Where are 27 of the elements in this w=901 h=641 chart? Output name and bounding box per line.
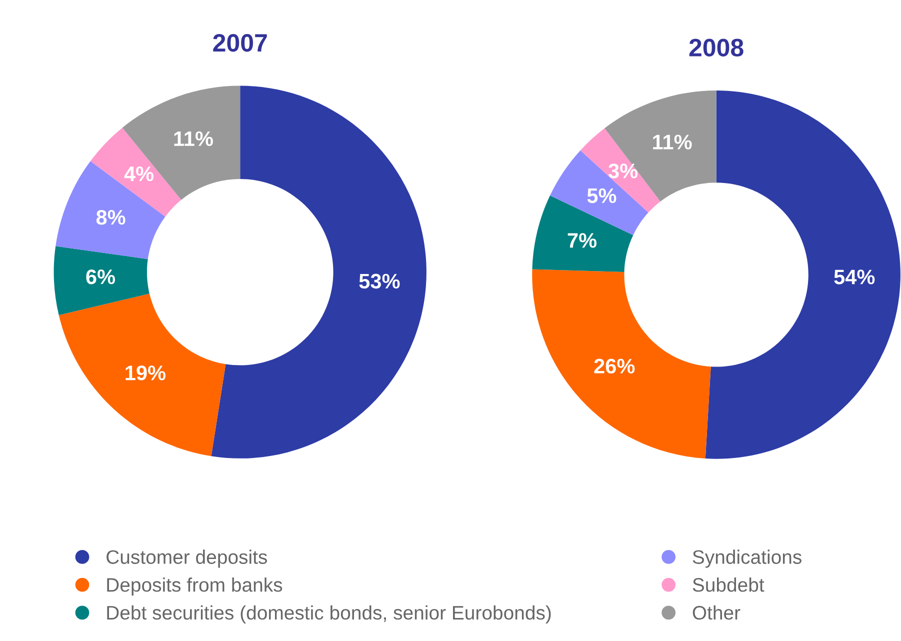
- legend-label: Subdebt: [692, 578, 764, 592]
- data-label: 7%: [568, 233, 597, 248]
- legend-label: Other: [692, 605, 740, 620]
- donut-slice: [705, 90, 900, 459]
- donut-slice: [56, 161, 166, 260]
- data-label: 6%: [86, 269, 116, 284]
- data-label: 19%: [126, 366, 166, 380]
- data-label: 11%: [174, 131, 213, 146]
- data-label: 4%: [124, 166, 154, 182]
- chart-title: 2008: [689, 38, 744, 56]
- legend-label: Debt securities (domestic bonds, senior Eurobonds): [107, 605, 551, 624]
- legend-label: Deposits from banks: [107, 578, 282, 596]
- data-label: 5%: [587, 188, 616, 204]
- data-label: 11%: [653, 134, 692, 150]
- donut-slice: [58, 294, 226, 456]
- data-label: 54%: [834, 270, 875, 284]
- chart-title: 2007: [213, 34, 267, 52]
- donut-slice: [54, 246, 150, 316]
- donut-slice: [122, 86, 240, 200]
- legend-label: Syndications: [692, 550, 802, 568]
- donut-slice: [211, 86, 426, 458]
- donut-slice: [532, 269, 711, 459]
- data-label: 26%: [594, 358, 635, 374]
- data-label: 53%: [359, 274, 400, 289]
- data-label: 3%: [608, 164, 638, 178]
- legend-label: Customer deposits: [106, 550, 267, 568]
- data-label: 8%: [96, 210, 126, 225]
